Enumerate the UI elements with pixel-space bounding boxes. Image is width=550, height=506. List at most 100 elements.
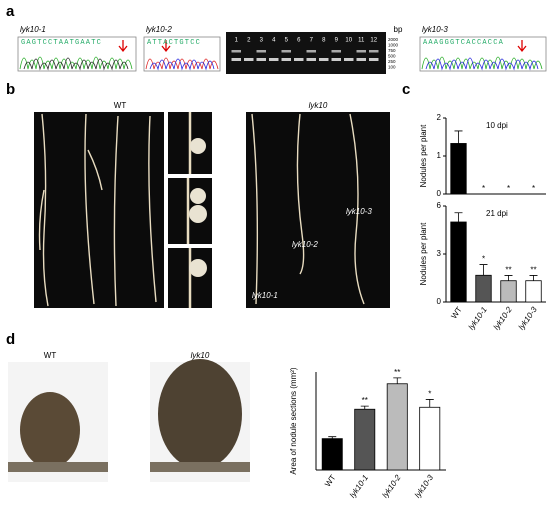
roots bbox=[38, 112, 365, 308]
bar bbox=[386, 383, 408, 471]
gel-band bbox=[369, 58, 379, 61]
gel-band bbox=[256, 50, 266, 53]
ladder-label: 500 bbox=[388, 54, 396, 59]
sequence: AAAGGGTCACCACCA bbox=[423, 39, 504, 47]
lane-label: 11 bbox=[358, 38, 365, 44]
lane-label: 6 bbox=[297, 38, 301, 44]
root bbox=[150, 462, 250, 472]
lane-label: 9 bbox=[335, 38, 339, 44]
gel-band bbox=[281, 50, 291, 53]
bar bbox=[500, 280, 517, 303]
error-bar bbox=[529, 275, 538, 281]
x-tick-label: lyk10-1 bbox=[348, 473, 370, 499]
y-tick-label: 0 bbox=[437, 297, 442, 306]
bar bbox=[450, 221, 467, 303]
bar bbox=[321, 438, 343, 471]
seq-label: lyk10-2 bbox=[146, 25, 172, 34]
error-bar bbox=[328, 436, 337, 439]
lane-label: 10 bbox=[345, 38, 352, 44]
gel-band bbox=[331, 58, 341, 61]
chart-title: 21 dpi bbox=[486, 209, 508, 218]
bar bbox=[450, 143, 467, 195]
photo-wt-roots bbox=[34, 112, 164, 308]
gel-band bbox=[231, 58, 241, 61]
lane-label: 2 bbox=[247, 38, 251, 44]
gel-band bbox=[319, 58, 329, 61]
x-tick-label: WT bbox=[323, 473, 338, 488]
ladder-label: 100 bbox=[388, 65, 396, 70]
gel-band bbox=[344, 58, 354, 61]
bar bbox=[354, 408, 376, 471]
nodule-section bbox=[158, 359, 242, 469]
x-tick-label: lyk10-2 bbox=[380, 473, 402, 500]
significance: * bbox=[482, 184, 485, 193]
lane-label: 3 bbox=[260, 38, 264, 44]
lane-label: 7 bbox=[310, 38, 314, 44]
x-tick-label: lyk10-2 bbox=[492, 305, 514, 332]
significance: * bbox=[507, 184, 510, 193]
photo-title: lyk10 bbox=[309, 101, 328, 110]
x-tick-label: lyk10-3 bbox=[413, 473, 435, 500]
significance: ** bbox=[362, 396, 368, 405]
gel bbox=[226, 32, 386, 74]
significance: * bbox=[482, 255, 485, 264]
nodule-section bbox=[20, 392, 80, 468]
ladder-label: 250 bbox=[388, 59, 396, 64]
ladder-label: 1000 bbox=[388, 43, 399, 48]
photo-title: WT bbox=[44, 351, 57, 360]
y-tick-label: 0 bbox=[437, 189, 442, 198]
photo-mutant-roots bbox=[246, 112, 390, 308]
photo-tag: lyk10-2 bbox=[292, 240, 318, 249]
gel-band bbox=[369, 50, 379, 53]
sequence: ATTACTGTCC bbox=[147, 39, 201, 47]
gel-band bbox=[356, 50, 366, 53]
error-bar bbox=[425, 399, 434, 408]
y-tick-label: 2 bbox=[437, 113, 442, 122]
y-axis-label: Nodules per plant bbox=[419, 124, 428, 187]
panel-label: d bbox=[6, 331, 15, 348]
lane-label: 8 bbox=[322, 38, 326, 44]
panel-label: a bbox=[6, 3, 15, 20]
bp-label: bp bbox=[394, 25, 403, 34]
lane-label: 1 bbox=[235, 38, 239, 44]
root bbox=[8, 462, 108, 472]
panel-label: b bbox=[6, 81, 15, 98]
gel-band bbox=[294, 58, 304, 61]
photo-tag: lyk10-1 bbox=[252, 291, 278, 300]
lane-label: 5 bbox=[285, 38, 289, 44]
photo-title: lyk10 bbox=[191, 351, 210, 360]
nodules bbox=[189, 138, 207, 277]
y-tick-label: 6 bbox=[437, 201, 442, 210]
error-bar bbox=[393, 377, 402, 384]
error-bar bbox=[454, 130, 463, 144]
error-bar bbox=[504, 275, 513, 281]
y-axis-label: Area of nodule sections (mm²) bbox=[289, 367, 298, 474]
gel-band bbox=[331, 50, 341, 53]
seq-label: lyk10-1 bbox=[20, 25, 46, 34]
gel-band bbox=[306, 58, 316, 61]
gel-band bbox=[244, 58, 254, 61]
bar bbox=[419, 406, 441, 471]
x-tick-label: lyk10-1 bbox=[467, 305, 489, 331]
gel-band bbox=[231, 50, 241, 53]
error-bar bbox=[479, 264, 488, 276]
y-axis-label: Nodules per plant bbox=[419, 222, 428, 285]
gel-band bbox=[356, 58, 366, 61]
gel-bands bbox=[231, 50, 379, 61]
bar bbox=[525, 280, 542, 303]
gel-band bbox=[269, 58, 279, 61]
chart-title: 10 dpi bbox=[486, 121, 508, 130]
y-tick-label: 1 bbox=[437, 151, 442, 160]
ladder-label: 750 bbox=[388, 48, 396, 53]
error-bar bbox=[360, 405, 369, 410]
photo-tag: lyk10-3 bbox=[346, 207, 372, 216]
gel-band bbox=[281, 58, 291, 61]
bar bbox=[475, 274, 492, 303]
significance: ** bbox=[394, 368, 400, 377]
ladder-label: 2000 bbox=[388, 37, 399, 42]
significance: ** bbox=[530, 266, 536, 275]
lane-label: 4 bbox=[272, 38, 276, 44]
photo-title: WT bbox=[114, 101, 127, 110]
significance: * bbox=[532, 184, 535, 193]
chromatograms bbox=[17, 36, 547, 72]
